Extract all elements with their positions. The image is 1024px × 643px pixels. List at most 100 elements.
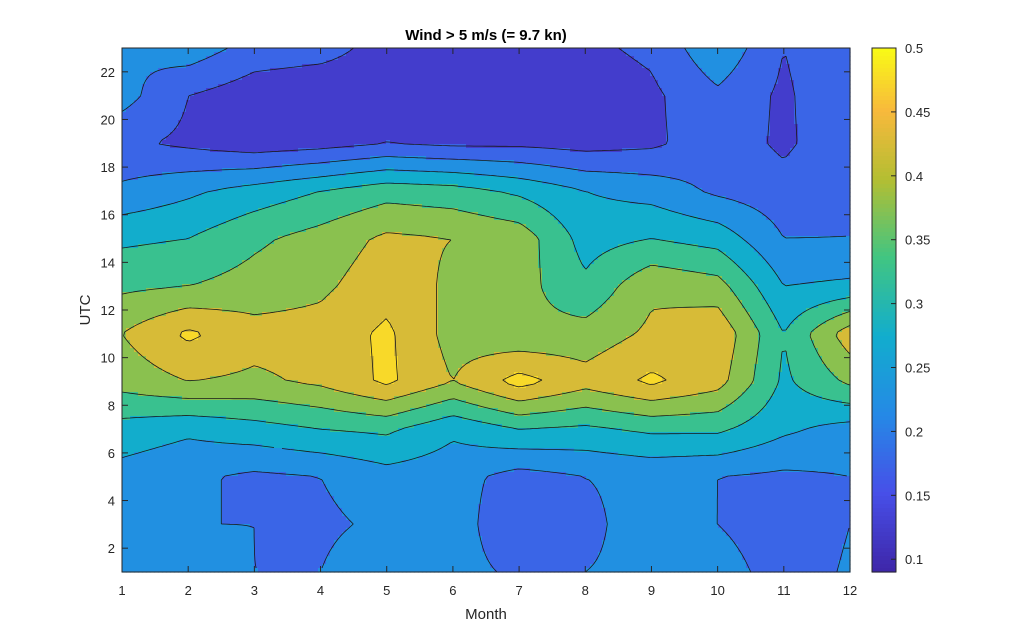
contour-cell	[610, 140, 615, 145]
contour-cell	[694, 104, 699, 109]
contour-cell	[722, 60, 727, 65]
contour-cell	[406, 148, 411, 153]
contour-cell	[350, 64, 355, 69]
contour-cell	[826, 92, 831, 97]
contour-cell	[618, 100, 623, 105]
contour-cell	[782, 76, 787, 81]
contour-cell	[254, 52, 259, 57]
contour-cell	[734, 68, 739, 73]
contour-cell	[190, 156, 195, 161]
contour-cell	[322, 132, 327, 137]
contour-cell	[606, 80, 611, 85]
contour-cell	[130, 80, 135, 85]
contour-cell	[466, 92, 471, 97]
contour-cell	[686, 100, 691, 105]
contour-cell	[678, 100, 683, 105]
contour-cell	[582, 88, 587, 93]
contour-cell	[618, 132, 623, 137]
contour-cell	[630, 140, 635, 145]
contour-cell	[622, 148, 627, 153]
contour-cell	[470, 116, 475, 121]
contour-cell	[438, 144, 443, 149]
contour-cell	[738, 52, 743, 57]
contour-cell	[130, 84, 135, 89]
contour-cell	[430, 60, 435, 65]
contour-cell	[650, 92, 655, 97]
contour-cell	[450, 48, 455, 53]
contour-cell	[658, 148, 663, 153]
contour-cell	[686, 68, 691, 73]
contour-cell	[290, 88, 295, 93]
contour-cell	[666, 132, 671, 137]
contour-cell	[614, 80, 619, 85]
contour-cell	[726, 68, 731, 73]
contour-cell	[810, 108, 815, 113]
contour-cell	[774, 128, 779, 133]
contour-cell	[558, 128, 563, 133]
contour-cell	[426, 92, 431, 97]
contour-cell	[466, 120, 471, 125]
contour-cell	[290, 80, 295, 85]
contour-cell	[746, 76, 751, 81]
contour-cell	[394, 140, 399, 145]
contour-cell	[682, 124, 687, 129]
contour-cell	[466, 100, 471, 105]
contour-cell	[618, 136, 623, 141]
contour-cell	[794, 92, 799, 97]
contour-cell	[774, 112, 779, 117]
contour-cell	[342, 88, 347, 93]
contour-cell	[310, 128, 315, 133]
contour-cell	[710, 100, 715, 105]
contour-cell	[254, 68, 259, 73]
contour-cell	[586, 120, 591, 125]
contour-cell	[538, 120, 543, 125]
contour-cell	[166, 132, 171, 137]
contour-cell	[202, 60, 207, 65]
contour-cell	[670, 68, 675, 73]
contour-cell	[802, 48, 807, 53]
contour-cell	[190, 48, 195, 53]
contour-cell	[654, 60, 659, 65]
contour-cell	[330, 100, 335, 105]
contour-cell	[254, 92, 259, 97]
contour-cell	[346, 116, 351, 121]
contour-cell	[714, 136, 719, 141]
contour-cell	[174, 104, 179, 109]
contour-cell	[762, 64, 767, 69]
contour-cell	[562, 152, 567, 157]
contour-cell	[310, 96, 315, 101]
contour-cell	[486, 80, 491, 85]
contour-cell	[650, 76, 655, 81]
contour-cell	[430, 52, 435, 57]
contour-cell	[442, 104, 447, 109]
contour-cell	[286, 152, 291, 157]
contour-cell	[430, 152, 435, 157]
contour-cell	[410, 92, 415, 97]
contour-cell	[746, 68, 751, 73]
contour-cell	[230, 80, 235, 85]
contour-cell	[286, 88, 291, 93]
contour-cell	[302, 104, 307, 109]
contour-cell	[778, 144, 783, 149]
contour-cell	[298, 128, 303, 133]
contour-cell	[294, 100, 299, 105]
contour-cell	[762, 116, 767, 121]
contour-cell	[490, 100, 495, 105]
contour-cell	[222, 120, 227, 125]
contour-cell	[446, 148, 451, 153]
contour-cell	[598, 144, 603, 149]
contour-cell	[286, 128, 291, 133]
contour-cell	[142, 72, 147, 77]
contour-cell	[258, 76, 263, 81]
contour-cell	[586, 64, 591, 69]
contour-cell	[138, 104, 143, 109]
contour-cell	[434, 132, 439, 137]
contour-cell	[594, 92, 599, 97]
contour-cell	[790, 60, 795, 65]
contour-cell	[806, 76, 811, 81]
contour-cell	[194, 100, 199, 105]
contour-cell	[778, 152, 783, 157]
contour-cell	[318, 104, 323, 109]
contour-cell	[570, 48, 575, 53]
contour-cell	[690, 52, 695, 57]
